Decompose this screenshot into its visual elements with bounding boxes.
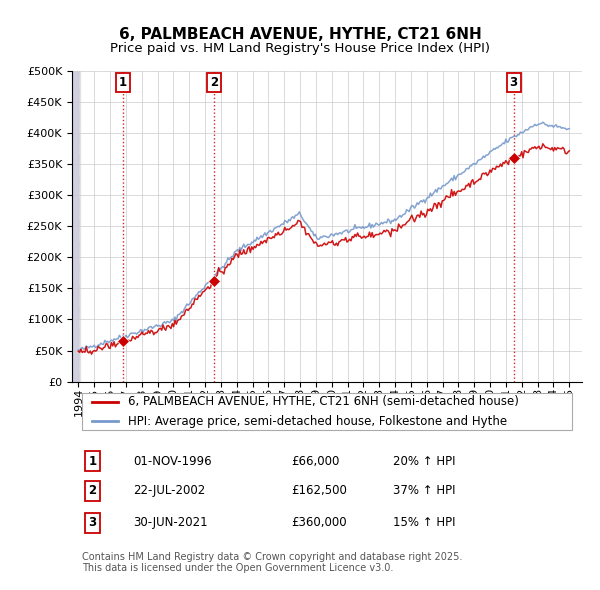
Text: 01-NOV-1996: 01-NOV-1996 bbox=[133, 454, 212, 468]
Text: 15% ↑ HPI: 15% ↑ HPI bbox=[394, 516, 456, 529]
Text: Contains HM Land Registry data © Crown copyright and database right 2025.
This d: Contains HM Land Registry data © Crown c… bbox=[82, 552, 463, 573]
Text: 22-JUL-2002: 22-JUL-2002 bbox=[133, 484, 205, 497]
Text: 6, PALMBEACH AVENUE, HYTHE, CT21 6NH (semi-detached house): 6, PALMBEACH AVENUE, HYTHE, CT21 6NH (se… bbox=[128, 395, 519, 408]
Text: 3: 3 bbox=[509, 76, 518, 88]
Text: HPI: Average price, semi-detached house, Folkestone and Hythe: HPI: Average price, semi-detached house,… bbox=[128, 415, 507, 428]
Text: 20% ↑ HPI: 20% ↑ HPI bbox=[394, 454, 456, 468]
Text: £162,500: £162,500 bbox=[291, 484, 347, 497]
Text: 37% ↑ HPI: 37% ↑ HPI bbox=[394, 484, 456, 497]
Text: £66,000: £66,000 bbox=[291, 454, 340, 468]
Text: 1: 1 bbox=[119, 76, 127, 88]
Text: 2: 2 bbox=[209, 76, 218, 88]
Text: Price paid vs. HM Land Registry's House Price Index (HPI): Price paid vs. HM Land Registry's House … bbox=[110, 42, 490, 55]
Bar bbox=[72, 71, 80, 382]
Text: 6, PALMBEACH AVENUE, HYTHE, CT21 6NH: 6, PALMBEACH AVENUE, HYTHE, CT21 6NH bbox=[119, 27, 481, 41]
Text: 30-JUN-2021: 30-JUN-2021 bbox=[133, 516, 208, 529]
FancyBboxPatch shape bbox=[82, 393, 572, 430]
Text: 1: 1 bbox=[88, 454, 97, 468]
Text: £360,000: £360,000 bbox=[291, 516, 347, 529]
Text: 3: 3 bbox=[88, 516, 97, 529]
Text: 2: 2 bbox=[88, 484, 97, 497]
